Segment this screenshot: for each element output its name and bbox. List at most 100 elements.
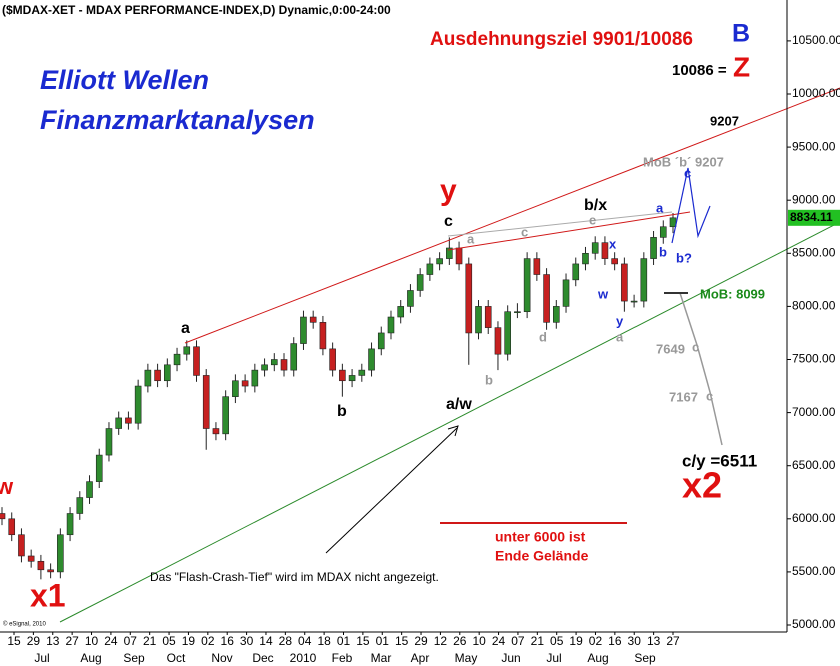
- candle-body: [387, 316, 395, 334]
- x-tick-label: 02: [589, 634, 603, 648]
- candle-body: [280, 359, 288, 371]
- annotation: unter 6000 ist: [495, 529, 586, 545]
- annotation: MoB ´b´ 9207: [643, 154, 724, 169]
- annotation: Elliott Wellen: [40, 65, 209, 95]
- x-tick-label: 30: [240, 634, 254, 648]
- candle-body: [407, 290, 414, 307]
- y-tick-label: 7000.00: [792, 405, 836, 419]
- x-tick-label: 05: [550, 634, 564, 648]
- lower-channel: [59, 221, 840, 623]
- candle-body: [523, 258, 531, 313]
- upper-channel: [184, 87, 840, 344]
- annotation: 9207: [710, 113, 739, 128]
- candle-body: [173, 353, 181, 366]
- candle-body: [154, 369, 161, 382]
- candle-body: [543, 274, 550, 323]
- x-tick-label: 15: [395, 634, 409, 648]
- candle-body: [290, 343, 298, 371]
- x-month-label: Sep: [634, 651, 656, 665]
- x-month-label: Apr: [411, 651, 430, 665]
- candle-body: [377, 332, 385, 350]
- candle-body: [66, 513, 74, 536]
- candle-body: [125, 417, 132, 424]
- annotation: c: [706, 388, 713, 403]
- x-tick-label: 15: [7, 634, 21, 648]
- x-tick-label: 10: [85, 634, 99, 648]
- last-price-label: 8834.11: [790, 210, 833, 224]
- last-price-tag: [788, 209, 840, 226]
- y-tick-label: 8000.00: [792, 299, 836, 313]
- x-tick-label: 21: [143, 634, 157, 648]
- candle-body: [640, 258, 648, 302]
- candle-body: [659, 226, 667, 238]
- candle-body: [348, 375, 356, 382]
- y-tick-label: 5000.00: [792, 617, 836, 631]
- annotation: MoB: 8099: [700, 286, 765, 301]
- annotation: c: [521, 224, 528, 239]
- candle-body: [270, 359, 278, 366]
- annotation: c/y =6511: [682, 451, 757, 470]
- x-tick-label: 02: [201, 634, 215, 648]
- y-tick-label: 8500.00: [792, 245, 836, 259]
- candle-body: [222, 396, 229, 435]
- candle-body: [630, 300, 638, 303]
- candle-body: [397, 306, 405, 318]
- candle-body: [261, 364, 268, 371]
- candle-body: [533, 258, 541, 275]
- x-tick-label: 04: [298, 634, 312, 648]
- candle-body: [241, 380, 249, 387]
- candle-body: [86, 481, 93, 498]
- candle-body: [319, 322, 327, 350]
- x-tick-label: 18: [317, 634, 331, 648]
- candle-body: [339, 369, 346, 382]
- x-tick-label: 13: [647, 634, 661, 648]
- x-tick-label: 10: [472, 634, 486, 648]
- candle-body: [601, 242, 609, 259]
- candle-body: [18, 534, 25, 557]
- candle-body: [514, 311, 521, 314]
- x-tick-label: 29: [27, 634, 41, 648]
- candle-body: [446, 247, 453, 259]
- annotation: Ende Gelände: [495, 548, 589, 564]
- x-month-label: Dec: [252, 651, 273, 665]
- y-tick-label: 6500.00: [792, 458, 836, 472]
- candle-body: [8, 518, 16, 536]
- x-tick-label: 01: [376, 634, 390, 648]
- x-tick-label: 07: [511, 634, 525, 648]
- x-month-label: Jul: [34, 651, 49, 665]
- x-tick-label: 16: [221, 634, 235, 648]
- candle-body: [57, 534, 64, 573]
- annotation: a: [656, 200, 664, 215]
- x-month-label: Aug: [80, 651, 101, 665]
- annotation: 7649: [656, 341, 685, 356]
- candle-body: [484, 306, 492, 328]
- x-tick-label: 29: [414, 634, 428, 648]
- annotation: c: [444, 213, 453, 230]
- annotation: a: [181, 320, 190, 337]
- x-line: [447, 211, 691, 251]
- annotation: c: [692, 339, 699, 354]
- candle-body: [76, 497, 84, 514]
- x-tick-label: 05: [162, 634, 176, 648]
- candle-body: [232, 380, 239, 397]
- y-tick-label: 5500.00: [792, 564, 836, 578]
- candle-body: [621, 263, 628, 302]
- annotation: y: [616, 313, 624, 328]
- b-line: [447, 211, 673, 237]
- projection-gray: [679, 292, 723, 446]
- annotation: b: [485, 372, 493, 387]
- x-tick-label: 15: [356, 634, 370, 648]
- candles: [0, 212, 677, 580]
- chart-title: ($MDAX-XET - MDAX PERFORMANCE-INDEX,D) D…: [2, 3, 391, 17]
- x-month-label: Mar: [371, 651, 392, 665]
- annotation: a: [467, 231, 475, 246]
- annotation: b/x: [584, 197, 607, 214]
- x-month-label: Nov: [211, 651, 232, 665]
- copyright: © eSignal, 2010: [3, 621, 46, 628]
- annotation: c: [684, 165, 691, 180]
- x-tick-label: 28: [279, 634, 293, 648]
- candle-body: [202, 375, 210, 429]
- x-tick-label: 30: [628, 634, 642, 648]
- candle-body: [134, 385, 142, 424]
- x-tick-label: 24: [104, 634, 118, 648]
